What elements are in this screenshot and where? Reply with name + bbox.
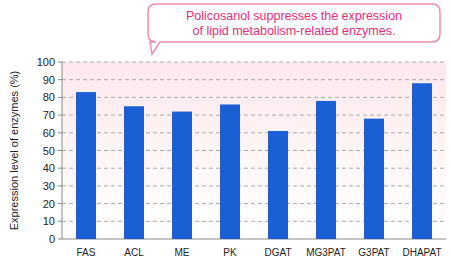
y-tick-label: 40 <box>43 162 55 174</box>
y-tick <box>58 239 62 240</box>
bar <box>412 83 432 239</box>
grid-line <box>62 97 446 98</box>
x-tick-label: DHAPAT <box>402 247 441 258</box>
y-tick-label: 50 <box>43 145 55 157</box>
y-tick-label: 70 <box>43 109 55 121</box>
y-tick-label: 20 <box>43 198 55 210</box>
grid-line <box>62 185 446 186</box>
bar <box>268 131 288 239</box>
callout-box <box>148 4 440 54</box>
grid-line <box>62 203 446 204</box>
x-tick-label: MG3PAT <box>306 247 346 258</box>
y-axis <box>62 62 63 239</box>
grid-line <box>62 62 446 63</box>
y-tick <box>58 203 62 204</box>
y-tick <box>58 168 62 169</box>
annotation: Policosanol suppresses the expression <box>186 9 402 23</box>
bar <box>124 106 144 239</box>
chart: 0 10 20 30 40 50 60 70 80 90 100 Expression level o… <box>0 0 452 271</box>
y-tick-label: 10 <box>43 215 55 227</box>
grid-line <box>62 150 446 151</box>
y-tick <box>58 132 62 133</box>
y-tick <box>58 185 62 186</box>
y-tick <box>58 150 62 151</box>
grid-line <box>62 221 446 222</box>
bar <box>76 92 96 239</box>
annotation: of lipid metabolism-related enzymes. <box>193 24 396 38</box>
y-tick-label: 60 <box>43 127 55 139</box>
x-axis <box>62 239 446 240</box>
grid-line <box>62 79 446 80</box>
bars <box>76 83 432 239</box>
grid-line <box>62 115 446 116</box>
y-tick-label: 80 <box>43 91 55 103</box>
y-tick-label: 100 <box>37 56 55 68</box>
grid-line <box>62 168 446 169</box>
bar <box>172 112 192 239</box>
y-tick <box>58 62 62 63</box>
y-tick-label: 0 <box>49 233 55 245</box>
x-tick-label: PK <box>223 247 237 258</box>
x-tick-label: ACL <box>124 247 144 258</box>
y-tick-label: 30 <box>43 180 55 192</box>
y-tick <box>58 97 62 98</box>
y-tick <box>58 221 62 222</box>
y-tick-label: 90 <box>43 74 55 86</box>
bar <box>316 101 336 239</box>
x-tick-label: DGAT <box>264 247 291 258</box>
grid-line <box>62 132 446 133</box>
x-tick-label: G3PAT <box>358 247 389 258</box>
plot-background <box>62 62 446 239</box>
y-axis-label: Expression level of enzymes (%) <box>8 71 20 231</box>
y-tick <box>58 79 62 80</box>
x-tick-label: ME <box>175 247 190 258</box>
bar <box>364 119 384 239</box>
y-tick <box>58 115 62 116</box>
chart-svg: 0 10 20 30 40 50 60 70 80 90 100 Expression level o… <box>0 0 452 271</box>
x-tick-label: FAS <box>77 247 96 258</box>
bar <box>220 104 240 239</box>
